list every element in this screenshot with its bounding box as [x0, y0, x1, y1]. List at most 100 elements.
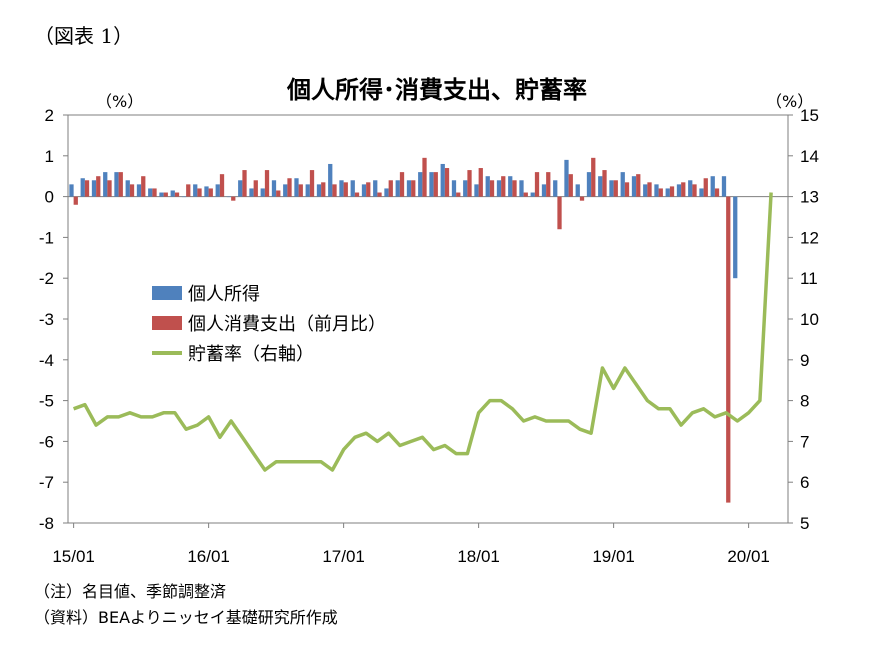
income-bar [541, 184, 547, 197]
consumption-bar [669, 186, 675, 197]
income-bar [260, 188, 265, 197]
right-axis-tick-label: 9 [800, 351, 809, 370]
right-axis-tick-label: 5 [800, 514, 809, 533]
income-bar [294, 178, 299, 197]
consumption-bar [568, 174, 573, 197]
consumption-bar [163, 192, 168, 197]
left-axis-tick-label: 1 [45, 147, 54, 166]
consumption-bar [636, 174, 641, 197]
income-bar [609, 180, 614, 197]
income-bar [620, 172, 625, 197]
income-bar [496, 180, 502, 197]
consumption-bar [219, 174, 225, 197]
income-bar [654, 184, 659, 197]
income-bar [721, 176, 727, 197]
consumption-bar [703, 178, 708, 197]
consumption-bar [129, 184, 135, 197]
left-axis-tick-label: 0 [45, 188, 54, 207]
left-axis-tick-label: -2 [39, 269, 54, 288]
x-axis-tick-label: 20/01 [727, 547, 770, 566]
income-bar [440, 163, 445, 197]
income-bar [136, 184, 142, 197]
consumption-bar [332, 184, 337, 197]
income-bar [350, 180, 355, 197]
consumption-bar [321, 182, 326, 197]
income-bar [271, 180, 277, 197]
consumption-bar [152, 188, 157, 197]
right-axis-tick-label: 7 [800, 432, 809, 451]
chart-title: 個人所得･消費支出、貯蓄率 [287, 76, 587, 104]
income-bar [80, 178, 85, 197]
right-axis-tick-label: 10 [800, 310, 819, 329]
right-axis-tick-label: 14 [800, 147, 819, 166]
income-bar [575, 184, 580, 197]
income-bar [283, 184, 288, 197]
income-bar [159, 192, 164, 197]
income-bar [733, 196, 738, 279]
income-bar [451, 180, 457, 197]
x-axis-tick-label: 19/01 [592, 547, 635, 566]
source-line: （資料）BEAよりニッセイ基礎研究所作成 [34, 608, 338, 627]
income-bar [586, 172, 592, 197]
income-bar [508, 176, 513, 197]
consumption-bar [534, 172, 540, 197]
income-bar [339, 180, 344, 197]
left-axis-tick-label: -1 [39, 228, 54, 247]
consumption-bar [591, 157, 596, 197]
right-axis-tick-label: 6 [800, 473, 809, 492]
consumption-bar [692, 184, 697, 197]
income-bar [238, 180, 243, 197]
income-bar [69, 184, 74, 197]
income-bar [384, 188, 389, 197]
income-bar [463, 180, 468, 197]
consumption-bar [197, 188, 202, 197]
income-bar [215, 184, 220, 197]
consumption-bar [512, 180, 517, 197]
consumption-bar [399, 172, 405, 197]
consumption-bar [501, 176, 506, 197]
consumption-bar [73, 196, 78, 205]
consumption-bar [444, 168, 450, 197]
consumption-bar [681, 182, 686, 197]
left-axis-unit: （%） [96, 92, 144, 111]
left-axis-tick-label: -3 [39, 310, 54, 329]
right-axis-unit: （%） [766, 92, 814, 111]
right-axis-tick-label: 8 [800, 392, 809, 411]
left-axis-tick-label: -5 [39, 392, 54, 411]
income-bar [181, 196, 187, 198]
income-bar [564, 159, 569, 197]
legend-entry-label: 個人消費支出（前月比） [188, 314, 386, 335]
consumption-bar [84, 180, 90, 197]
consumption-bar [613, 180, 618, 197]
income-bar [699, 188, 704, 197]
income-bar [429, 172, 434, 197]
income-bar [688, 180, 693, 197]
consumption-bar [489, 180, 495, 197]
consumption-bar [456, 192, 461, 197]
consumption-bar [433, 172, 438, 197]
income-bar [643, 184, 648, 197]
x-axis-tick-label: 16/01 [187, 547, 230, 566]
right-axis-tick-label: 11 [800, 269, 818, 288]
income-bar [631, 176, 637, 197]
consumption-bar [276, 190, 281, 197]
income-bar [665, 188, 670, 197]
consumption-bar [343, 182, 348, 197]
x-axis-tick-label: 17/01 [322, 547, 365, 566]
consumption-bar [354, 192, 360, 197]
income-bar [598, 176, 603, 197]
income-bar [519, 180, 524, 197]
income-bar [474, 184, 479, 197]
consumption-bar [366, 182, 371, 197]
income-bar [91, 180, 97, 197]
figure-label: （図表 1） [34, 24, 134, 48]
income-bar [406, 180, 412, 197]
income-bar [204, 186, 209, 197]
consumption-bar [726, 196, 731, 503]
income-bar [710, 176, 715, 197]
consumption-bar [141, 176, 146, 197]
right-axis-tick-label: 12 [800, 228, 819, 247]
income-bar [103, 172, 108, 197]
income-bar [193, 184, 198, 197]
